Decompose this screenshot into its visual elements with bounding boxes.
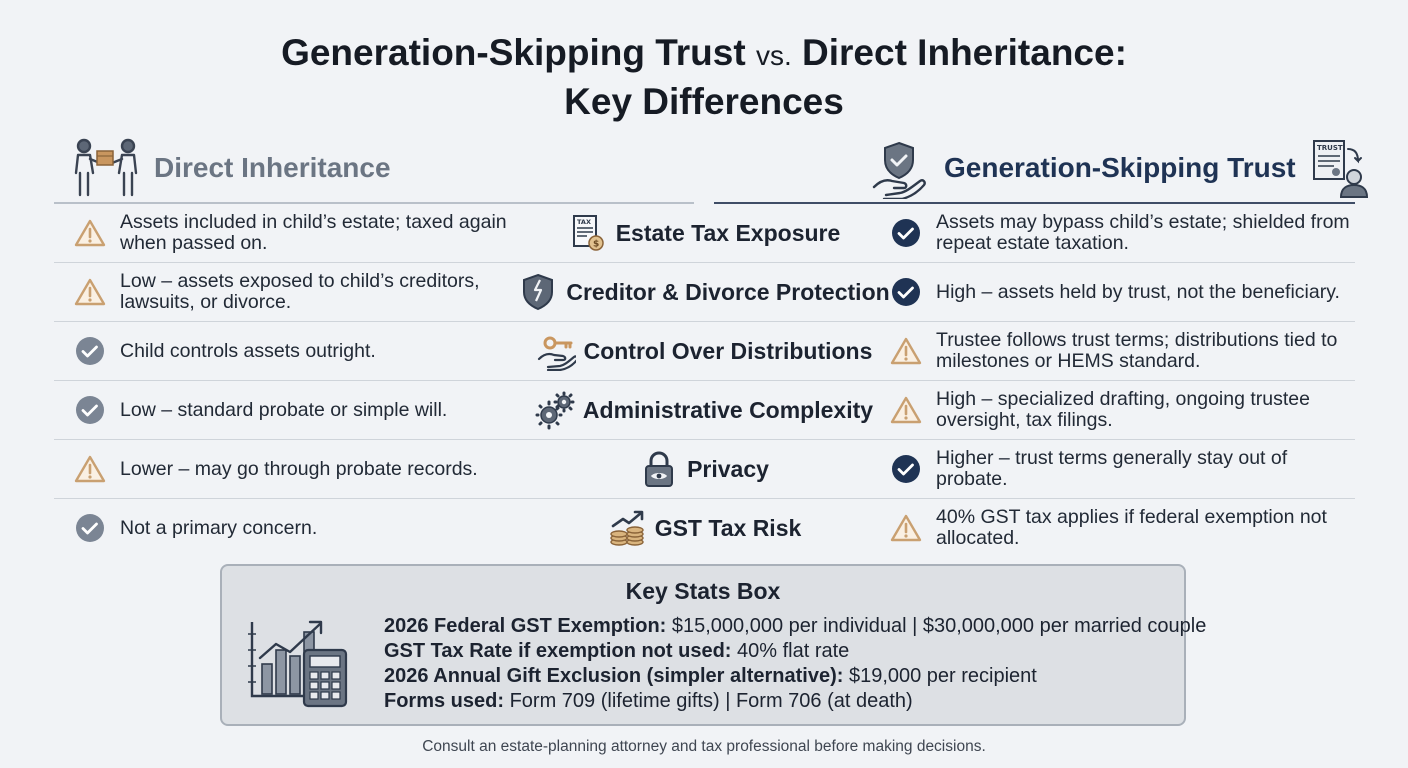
- tax-document-icon: TAX $: [572, 215, 604, 251]
- shield-hand-icon: [872, 141, 926, 199]
- direct-cell: Low – assets exposed to child’s creditor…: [74, 263, 514, 321]
- stats-lines: 2026 Federal GST Exemption: $15,000,000 …: [384, 614, 1206, 714]
- disclaimer-footer: Consult an estate-planning attorney and …: [422, 738, 986, 755]
- gst-label: Generation-Skipping Trust: [944, 152, 1296, 183]
- gst-text: Assets may bypass child’s estate; shield…: [936, 211, 1350, 254]
- check-icon: [890, 453, 922, 485]
- category-cell: TAX $ Estate Tax Exposure: [514, 204, 894, 262]
- gst-header: Generation-Skipping Trust TRUST: [868, 132, 1370, 204]
- stats-line-label: GST Tax Rate if exemption not used:: [384, 640, 732, 662]
- direct-text: Low – standard probate or simple will.: [120, 398, 448, 421]
- trust-doc-text: TRUST: [1317, 144, 1343, 152]
- category-label: GST Tax Risk: [654, 514, 802, 541]
- stats-title: Key Stats Box: [625, 578, 781, 604]
- gst-cell: Higher – trust terms generally stay out …: [890, 440, 1355, 498]
- gst-text: Higher – trust terms generally stay out …: [936, 447, 1288, 490]
- svg-text:$: $: [593, 240, 599, 250]
- gears-icon: [535, 391, 575, 430]
- category-label: Administrative Complexity: [582, 396, 874, 423]
- category-cell: Creditor & Divorce Protection: [514, 263, 894, 321]
- category-label: Control Over Distributions: [583, 337, 873, 364]
- check-icon: [74, 335, 106, 367]
- gst-cell: 40% GST tax applies if federal exemption…: [890, 499, 1355, 557]
- comparison-table: Assets included in child’s estate; taxed…: [54, 204, 1355, 557]
- gst-text: 40% GST tax applies if federal exemption…: [936, 506, 1327, 549]
- direct-inheritance-label: Direct Inheritance: [154, 152, 391, 183]
- category-label: Privacy: [687, 455, 769, 482]
- category-cell: Privacy: [514, 440, 894, 498]
- category-cell: Control Over Distributions: [514, 322, 894, 380]
- chart-calculator-icon: [248, 620, 348, 708]
- key-stats-box: Key Stats Box 2026 Federal GST Exemption…: [220, 564, 1206, 726]
- cracked-shield-icon: [523, 273, 554, 311]
- title-part1: Generation-Skipping Trust: [281, 32, 746, 73]
- warning-icon: [74, 453, 106, 485]
- comparison-row: Low – standard probate or simple will. A…: [54, 381, 1355, 440]
- category-cell: GST Tax Risk: [514, 499, 894, 557]
- comparison-row: Not a primary concern. GST Tax Risk 40% …: [54, 499, 1355, 557]
- title-vs: vs.: [755, 40, 792, 71]
- handover-people-icon: [74, 138, 138, 197]
- stats-line: Forms used: Form 709 (lifetime gifts) | …: [384, 689, 1206, 714]
- coins-arrow-icon: [610, 510, 644, 546]
- right-divider: [714, 202, 1355, 204]
- trust-document-person-icon: TRUST: [1312, 140, 1368, 198]
- check-icon: [890, 217, 922, 249]
- warning-icon: [890, 394, 922, 426]
- gst-cell: High – specialized drafting, ongoing tru…: [890, 381, 1355, 439]
- direct-cell: Assets included in child’s estate; taxed…: [74, 204, 514, 262]
- direct-cell: Low – standard probate or simple will.: [74, 381, 514, 439]
- stats-line: 2026 Federal GST Exemption: $15,000,000 …: [384, 614, 1206, 639]
- gst-cell: Assets may bypass child’s estate; shield…: [890, 204, 1355, 262]
- stats-line: GST Tax Rate if exemption not used: 40% …: [384, 639, 1206, 664]
- direct-text: Assets included in child’s estate; taxed…: [120, 211, 507, 254]
- svg-text:TAX: TAX: [577, 218, 591, 226]
- gst-text: High – specialized drafting, ongoing tru…: [936, 388, 1310, 431]
- key-hand-icon: [537, 336, 576, 371]
- check-icon: [74, 394, 106, 426]
- direct-inheritance-header: Direct Inheritance: [70, 132, 391, 204]
- warning-icon: [890, 335, 922, 367]
- stats-line-label: 2026 Federal GST Exemption:: [384, 615, 667, 637]
- check-icon: [74, 512, 106, 544]
- stats-line-value: $19,000 per recipient: [843, 665, 1037, 687]
- direct-text: Child controls assets outright.: [120, 339, 376, 362]
- title-part2: Direct Inheritance:: [802, 32, 1127, 73]
- comparison-row: Low – assets exposed to child’s creditor…: [54, 263, 1355, 322]
- stats-line-label: Forms used:: [384, 690, 505, 712]
- stats-line-value: 40% flat rate: [731, 640, 850, 662]
- warning-icon: [74, 217, 106, 249]
- category-label: Creditor & Divorce Protection: [566, 278, 890, 305]
- direct-cell: Lower – may go through probate records.: [74, 440, 514, 498]
- direct-cell: Child controls assets outright.: [74, 322, 514, 380]
- direct-cell: Not a primary concern.: [74, 499, 514, 557]
- stats-line-value: $15,000,000 per individual | $30,000,000…: [666, 615, 1207, 637]
- gst-text: Trustee follows trust terms; distributio…: [936, 329, 1338, 372]
- title-line2: Key Differences: [564, 81, 844, 122]
- gst-cell: High – assets held by trust, not the ben…: [890, 263, 1355, 321]
- comparison-row: Lower – may go through probate records. …: [54, 440, 1355, 499]
- left-divider: [54, 202, 694, 204]
- warning-icon: [890, 512, 922, 544]
- direct-text: Lower – may go through probate records.: [120, 457, 478, 480]
- check-icon: [890, 276, 922, 308]
- comparison-row: Assets included in child’s estate; taxed…: [54, 204, 1355, 263]
- comparison-row: Child controls assets outright. Control …: [54, 322, 1355, 381]
- category-label: Estate Tax Exposure: [615, 219, 841, 246]
- page-title: Generation-Skipping Trust vs. Direct Inh…: [0, 30, 1408, 125]
- padlock-eye-icon: [645, 451, 674, 487]
- category-cell: Administrative Complexity: [514, 381, 894, 439]
- warning-icon: [74, 276, 106, 308]
- gst-cell: Trustee follows trust terms; distributio…: [890, 322, 1355, 380]
- direct-text: Not a primary concern.: [120, 516, 318, 539]
- gst-text: High – assets held by trust, not the ben…: [936, 280, 1340, 303]
- stats-line: 2026 Annual Gift Exclusion (simpler alte…: [384, 664, 1206, 689]
- stats-line-value: Form 709 (lifetime gifts) | Form 706 (at…: [504, 690, 913, 712]
- stats-line-label: 2026 Annual Gift Exclusion (simpler alte…: [384, 665, 844, 687]
- direct-text: Low – assets exposed to child’s creditor…: [120, 270, 480, 313]
